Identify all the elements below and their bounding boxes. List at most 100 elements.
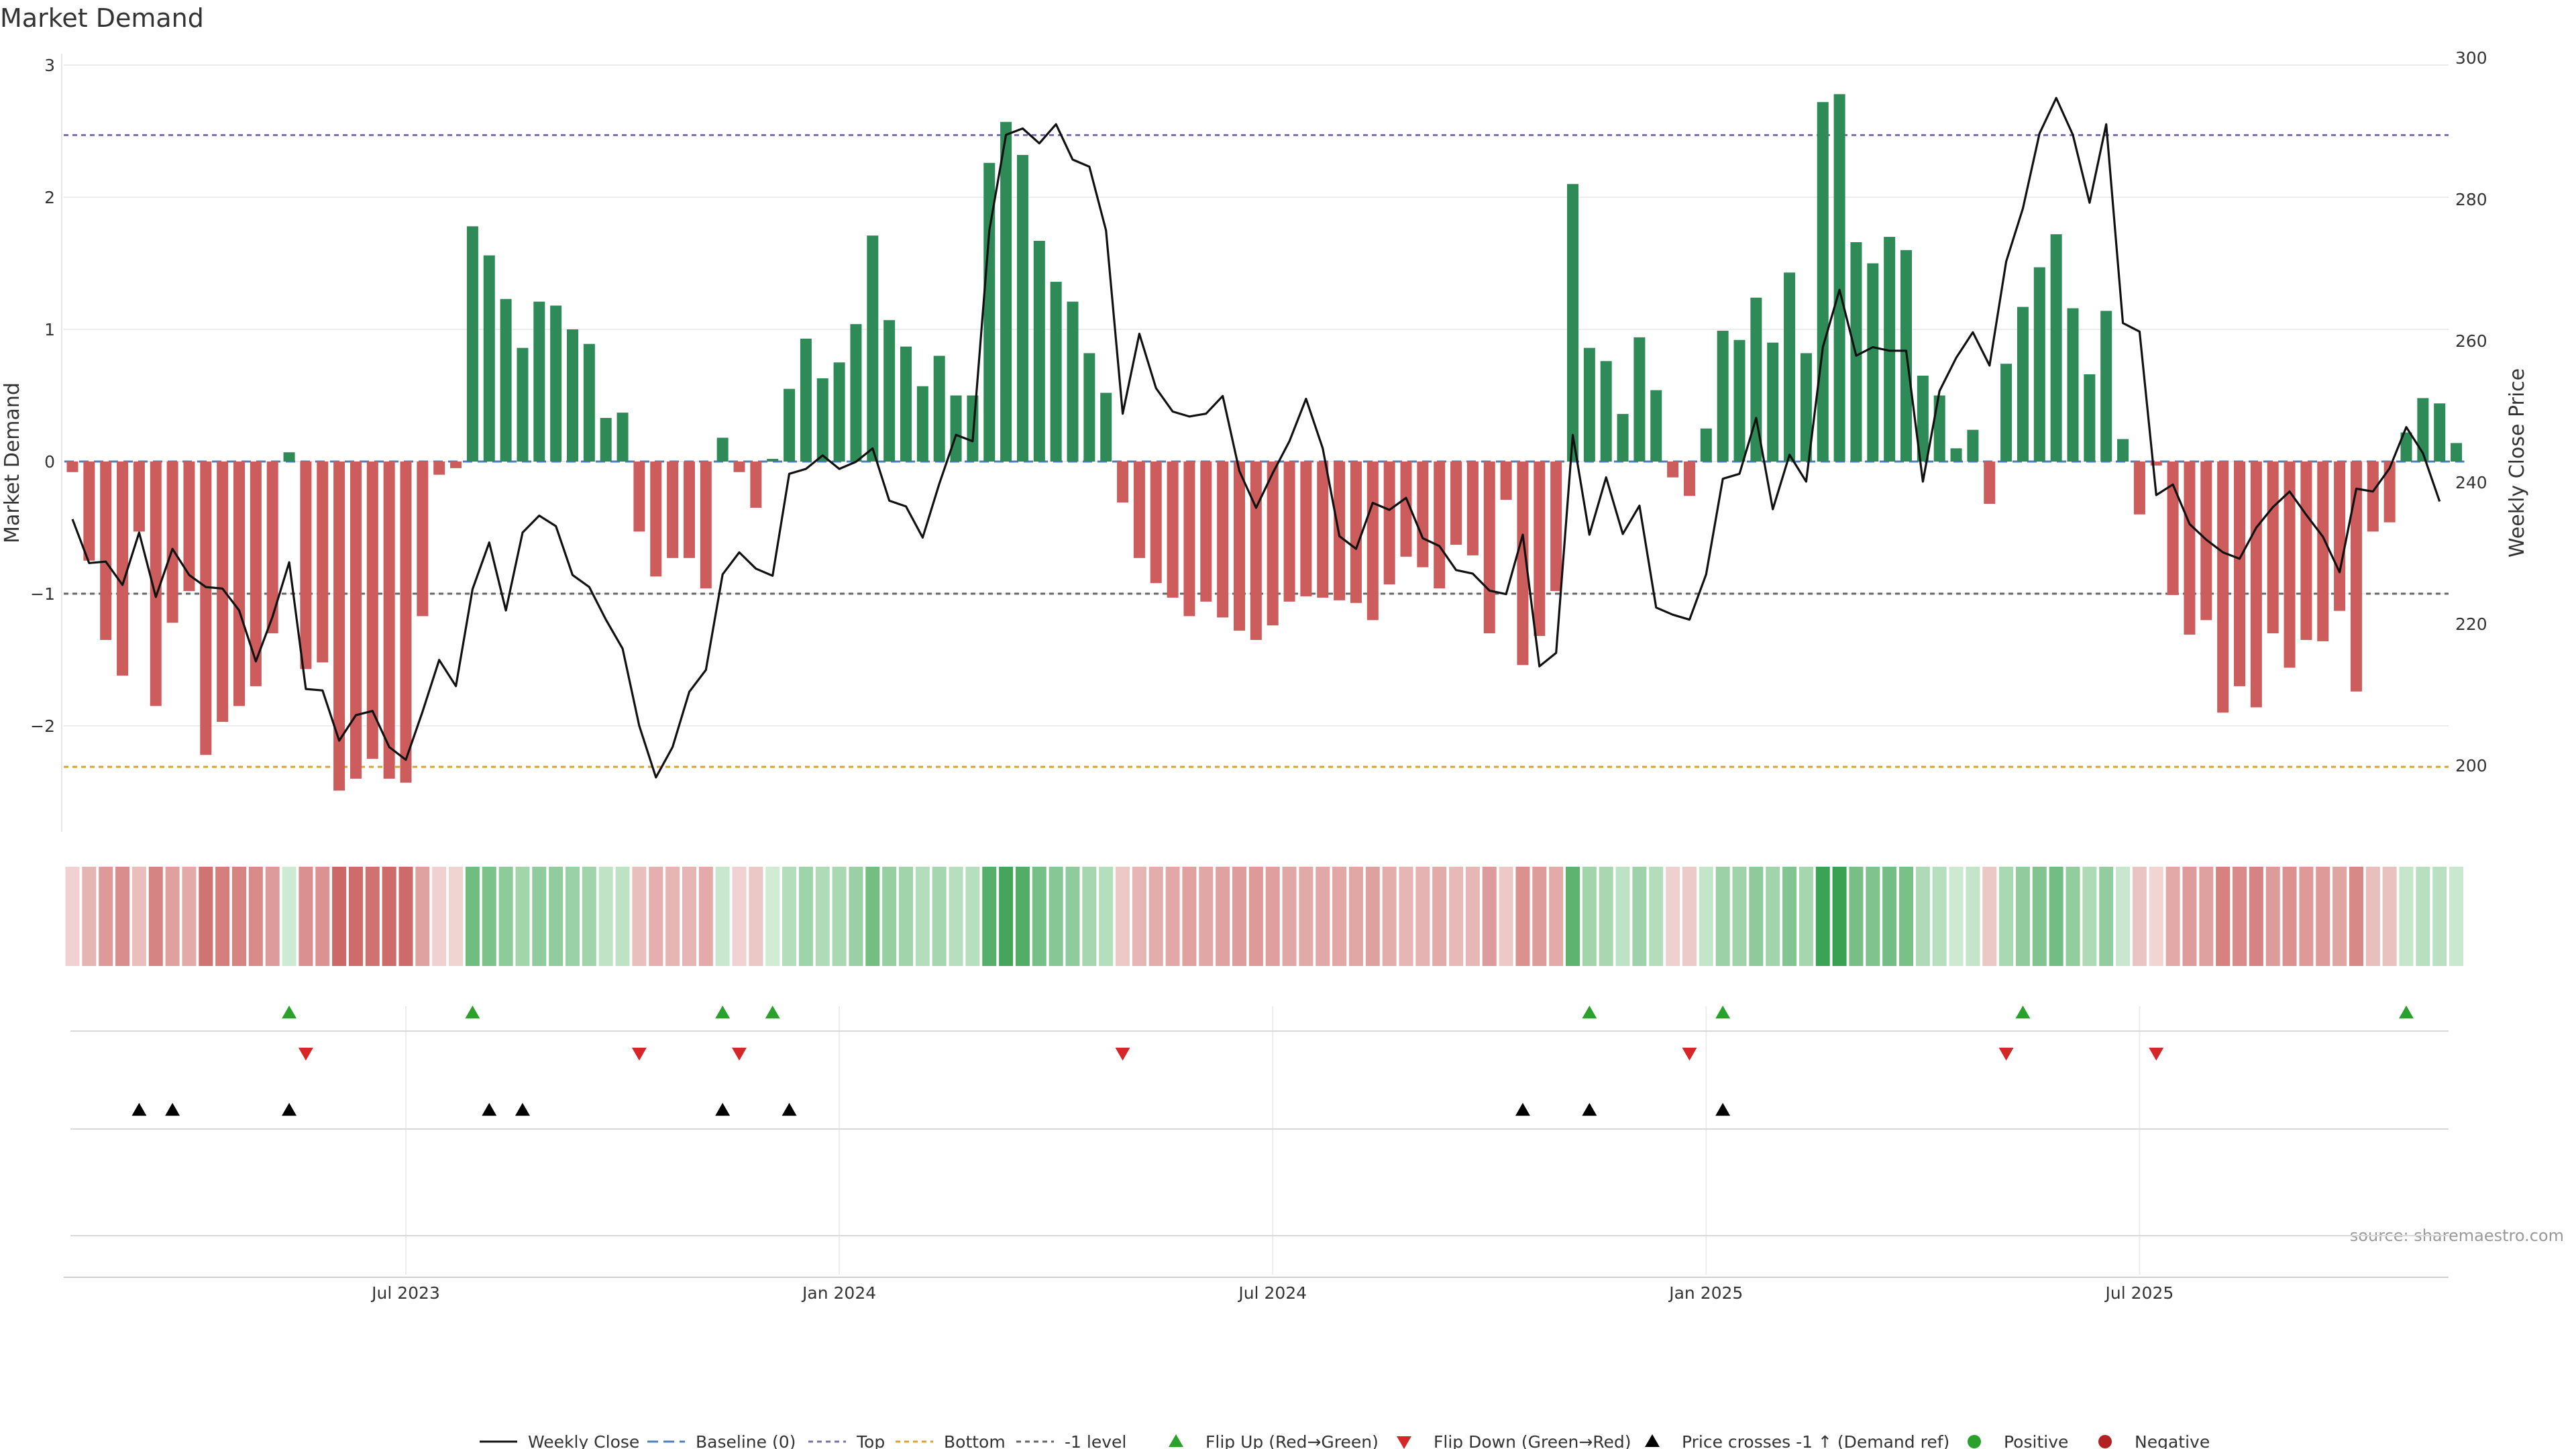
strip-cell — [1999, 867, 2014, 966]
legend-swatch-flip_up — [1169, 1434, 1183, 1447]
strip-cell — [182, 867, 197, 966]
strip-cell — [1415, 867, 1430, 966]
strip-cell — [82, 867, 97, 966]
demand-bar — [333, 462, 345, 791]
y-axis-label: Market Demand — [1, 382, 24, 543]
demand-bar — [150, 462, 162, 706]
strip-cell — [2165, 867, 2180, 966]
strip-cell — [1482, 867, 1497, 966]
demand-bar — [1567, 184, 1578, 462]
strip-cell — [598, 867, 613, 966]
demand-bar — [2334, 462, 2346, 611]
signal-rows — [64, 1006, 2449, 1278]
y-tick-label: 2 — [44, 188, 55, 207]
demand-bar — [733, 462, 745, 472]
strip-cell — [2282, 867, 2297, 966]
strip-cell — [582, 867, 596, 966]
demand-bar — [233, 462, 245, 706]
demand-bar — [1933, 395, 1945, 462]
y-tick-label: 1 — [44, 320, 55, 339]
demand-bar — [1800, 353, 1812, 462]
strip-cell — [1348, 867, 1363, 966]
demand-bar — [2150, 462, 2162, 466]
price-cross-marker — [1715, 1103, 1731, 1116]
strip-cell — [1532, 867, 1547, 966]
weekly-close-path — [71, 97, 2441, 779]
strip-cell — [849, 867, 863, 966]
axis-ticks: Jul 2023 Jan 2024 Jul 2024 Jan 2025 Jul 2025… — [30, 48, 2487, 1303]
demand-bar — [1283, 462, 1295, 602]
strip-cell — [1899, 867, 1913, 966]
x-tick-label: Jul 2023 — [370, 1283, 440, 1303]
strip-cell — [882, 867, 897, 966]
strip-cell — [982, 867, 997, 966]
demand-bar — [1200, 462, 1212, 602]
strip-cell — [299, 867, 313, 966]
strip-cell — [1132, 867, 1146, 966]
legend-label-flip_down: Flip Down (Green→Red) — [1434, 1432, 1631, 1449]
demand-bar — [1150, 462, 1162, 584]
demand-bar — [2250, 462, 2262, 708]
legend-label-minus_one: -1 level — [1065, 1432, 1126, 1449]
strip-cell — [682, 867, 696, 966]
demand-bar — [1667, 462, 1679, 478]
demand-bar — [1534, 462, 1546, 637]
demand-bar — [2117, 439, 2129, 462]
demand-bar — [266, 462, 278, 634]
chart-title: Market Demand — [0, 3, 204, 33]
demand-bar — [633, 462, 645, 532]
strip-cell — [2416, 867, 2430, 966]
y-tick-label: −1 — [30, 584, 55, 604]
strip-cell — [131, 867, 146, 966]
demand-bar — [883, 320, 896, 462]
strip-cell — [2349, 867, 2363, 966]
strip-cell — [1615, 867, 1630, 966]
strip-cell — [2049, 867, 2063, 966]
demand-bar — [1733, 339, 1746, 462]
demand-bar — [833, 362, 845, 462]
strip-cell — [99, 867, 113, 966]
demand-bar — [1683, 462, 1695, 496]
y2-axis-label: Weekly Close Price — [2506, 368, 2529, 557]
strip-cell — [1399, 867, 1413, 966]
strip-cell — [1699, 867, 1713, 966]
strip-cell — [2182, 867, 2197, 966]
demand-bar — [166, 462, 178, 623]
strip-cell — [715, 867, 730, 966]
strip-cell — [1049, 867, 1063, 966]
strip-cell — [1782, 867, 1797, 966]
demand-bar — [217, 462, 229, 722]
strip-cell — [1082, 867, 1097, 966]
strip-cell — [1182, 867, 1197, 966]
demand-bar — [317, 462, 329, 663]
demand-bar — [400, 462, 412, 783]
flip-up-marker — [2399, 1006, 2414, 1019]
strip-cell — [2132, 867, 2147, 966]
strip-cell — [1449, 867, 1464, 966]
demand-bar — [2133, 462, 2145, 515]
strip-cell — [282, 867, 297, 966]
y-tick-label: −2 — [30, 716, 55, 736]
demand-bar — [1600, 361, 1612, 462]
strip-cell — [348, 867, 363, 966]
strip-cell — [1299, 867, 1313, 966]
demand-bar — [650, 462, 662, 577]
demand-heat-strip — [65, 867, 2464, 966]
demand-bar — [1867, 263, 1879, 462]
demand-bar — [583, 343, 595, 462]
demand-bar — [2400, 432, 2412, 462]
demand-bar — [1550, 462, 1562, 592]
legend-swatch-positive_dot — [1968, 1435, 1981, 1448]
strip-cell — [915, 867, 930, 966]
strip-cell — [232, 867, 246, 966]
demand-bar — [1083, 353, 1095, 462]
strip-cell — [1949, 867, 1964, 966]
demand-bar — [1133, 462, 1145, 558]
demand-bar — [417, 462, 429, 616]
demand-bar — [1417, 462, 1429, 568]
y2-tick-label: 260 — [2455, 331, 2487, 351]
strip-cell — [1365, 867, 1380, 966]
flip-down-marker — [631, 1047, 647, 1061]
demand-bar — [983, 162, 996, 462]
strip-cell — [1148, 867, 1163, 966]
